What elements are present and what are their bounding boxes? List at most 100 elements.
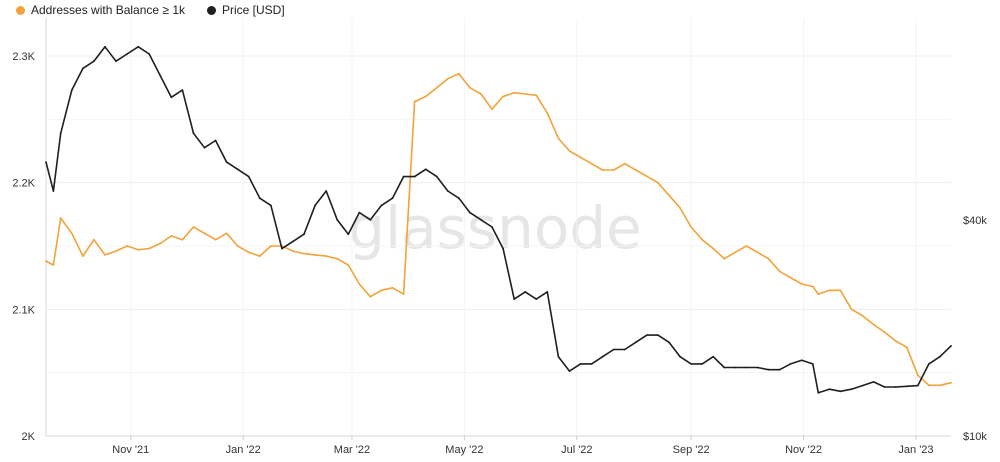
data-point-addresses bbox=[690, 226, 692, 228]
price-legend-dot bbox=[207, 5, 216, 15]
data-point-addresses bbox=[939, 384, 941, 387]
data-point-addresses bbox=[458, 72, 460, 75]
data-point-addresses bbox=[59, 217, 62, 220]
data-point-addresses bbox=[247, 251, 250, 254]
y-left-tick-label: 2K bbox=[22, 431, 36, 443]
x-tick-label: Nov '21 bbox=[112, 444, 149, 456]
data-point-price bbox=[839, 390, 842, 393]
data-point-price bbox=[679, 355, 681, 358]
data-point-addresses bbox=[402, 293, 405, 295]
data-point-price bbox=[789, 363, 792, 365]
legend-label-price: Price [USD] bbox=[222, 3, 285, 17]
data-point-price bbox=[314, 204, 316, 207]
series-group bbox=[45, 45, 952, 394]
data-point-price bbox=[336, 218, 339, 221]
data-point-addresses bbox=[928, 384, 930, 387]
data-point-addresses bbox=[811, 285, 814, 288]
x-tick-label: Jul '22 bbox=[561, 444, 592, 456]
x-tick-label: Nov '22 bbox=[785, 444, 822, 456]
data-point-price bbox=[170, 96, 173, 99]
axes: 2K 2.1K 2.2K 2.3K $10k $40k Nov '21 Jan '22 Mar … bbox=[12, 18, 987, 456]
data-point-addresses bbox=[93, 238, 95, 241]
data-point-addresses bbox=[623, 162, 626, 165]
data-point-addresses bbox=[391, 286, 394, 289]
data-point-price bbox=[861, 384, 864, 387]
data-point-price bbox=[502, 247, 504, 250]
data-point-price bbox=[325, 190, 328, 192]
data-point-price bbox=[850, 388, 853, 391]
data-point-addresses bbox=[745, 245, 748, 247]
data-point-price bbox=[756, 366, 759, 369]
data-point-price bbox=[601, 355, 604, 358]
data-point-addresses bbox=[45, 260, 47, 263]
data-point-price bbox=[369, 218, 372, 221]
data-point-addresses bbox=[258, 255, 261, 257]
data-point-addresses bbox=[568, 150, 571, 152]
data-point-price bbox=[358, 211, 361, 214]
data-point-price bbox=[894, 386, 897, 388]
x-tick-label: Jan '23 bbox=[898, 444, 933, 456]
data-point-addresses bbox=[469, 86, 471, 89]
data-point-price bbox=[52, 190, 55, 192]
data-point-addresses bbox=[52, 264, 55, 266]
data-point-addresses bbox=[435, 86, 438, 89]
data-point-addresses bbox=[767, 257, 770, 260]
data-point-price bbox=[811, 363, 814, 365]
data-point-addresses bbox=[557, 137, 560, 140]
data-point-addresses bbox=[634, 169, 637, 171]
data-point-price bbox=[413, 175, 416, 178]
data-point-price bbox=[247, 175, 250, 178]
data-point-price bbox=[767, 368, 770, 371]
data-point-addresses bbox=[126, 245, 128, 247]
x-tick-label: Jan '22 bbox=[226, 444, 261, 456]
data-point-price bbox=[546, 291, 549, 293]
data-point-price bbox=[380, 204, 383, 207]
data-point-addresses bbox=[883, 331, 886, 333]
data-point-price bbox=[568, 370, 571, 372]
data-point-price bbox=[668, 341, 670, 344]
data-point-addresses bbox=[369, 295, 372, 298]
data-point-addresses bbox=[872, 323, 875, 326]
legend-item-price[interactable]: Price [USD] bbox=[207, 3, 285, 17]
data-point-price bbox=[535, 298, 538, 300]
data-point-addresses bbox=[292, 250, 294, 253]
data-point-addresses bbox=[480, 93, 482, 95]
data-point-addresses bbox=[491, 108, 493, 111]
data-point-price bbox=[458, 197, 460, 200]
data-point-price bbox=[281, 247, 283, 250]
data-point-addresses bbox=[314, 254, 316, 256]
data-point-price bbox=[905, 385, 908, 388]
y-left-tick-label: 2.2K bbox=[12, 178, 35, 190]
legend-label-addresses: Addresses with Balance ≥ 1k bbox=[31, 3, 185, 17]
data-point-addresses bbox=[336, 257, 339, 260]
data-point-addresses bbox=[905, 346, 908, 349]
data-point-addresses bbox=[513, 91, 516, 94]
data-point-price bbox=[258, 197, 261, 200]
data-point-addresses bbox=[181, 238, 184, 241]
data-point-addresses bbox=[850, 308, 853, 311]
data-point-addresses bbox=[734, 251, 737, 254]
data-point-price bbox=[623, 348, 626, 351]
data-point-price bbox=[347, 233, 350, 236]
data-point-price bbox=[104, 45, 106, 48]
data-point-price bbox=[137, 45, 140, 48]
legend-item-addresses[interactable]: Addresses with Balance ≥ 1k bbox=[16, 3, 185, 17]
data-point-price bbox=[800, 359, 803, 362]
data-point-price bbox=[292, 240, 294, 243]
data-point-addresses bbox=[817, 293, 820, 295]
data-point-price bbox=[828, 388, 831, 391]
data-point-price bbox=[93, 60, 95, 63]
series-line-price bbox=[45, 46, 952, 394]
data-point-price bbox=[115, 60, 117, 63]
data-point-addresses bbox=[446, 77, 449, 80]
data-point-addresses bbox=[70, 232, 73, 235]
data-point-price bbox=[270, 204, 272, 207]
data-point-addresses bbox=[701, 238, 704, 241]
data-point-addresses bbox=[325, 255, 328, 257]
data-point-price bbox=[45, 161, 47, 164]
data-point-addresses bbox=[170, 235, 173, 237]
data-point-addresses bbox=[104, 254, 106, 256]
data-point-addresses bbox=[800, 283, 803, 285]
